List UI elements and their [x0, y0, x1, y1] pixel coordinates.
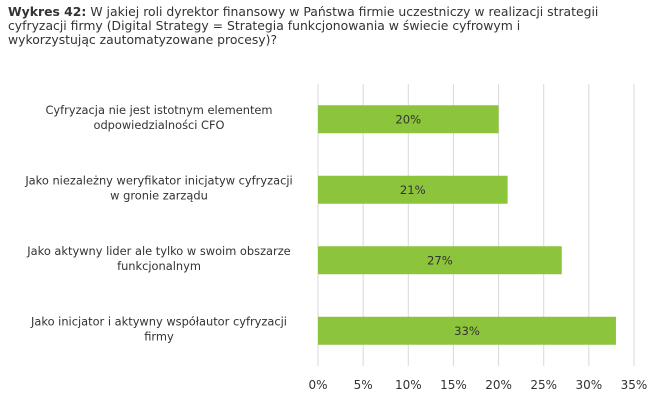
bar [318, 246, 562, 275]
figure-question: W jakiej roli dyrektor finansowy w Państ… [8, 4, 599, 47]
x-tick-label: 15% [440, 378, 467, 392]
x-tick-label: 0% [308, 378, 327, 392]
data-label: 21% [400, 183, 426, 197]
category-label: Jako aktywny lider ale tylko w swoim obs… [26, 244, 290, 258]
data-label: 27% [427, 253, 453, 267]
x-tick-label: 35% [621, 378, 648, 392]
bar [318, 316, 616, 345]
figure-number: Wykres 42: [8, 4, 87, 19]
x-tick-label: 5% [354, 378, 373, 392]
category-label: funkcjonalnym [117, 259, 201, 273]
category-label: w gronie zarządu [110, 188, 208, 202]
category-label: Jako inicjator i aktywny współautor cyfr… [30, 314, 287, 328]
category-label: firmy [144, 329, 174, 343]
category-label: Cyfryzacja nie jest istotnym elementem [45, 103, 272, 117]
x-tick-label: 20% [485, 378, 512, 392]
data-label: 33% [454, 324, 480, 338]
data-label: 20% [395, 112, 421, 126]
category-label: odpowiedzialności CFO [93, 118, 224, 132]
bar [318, 105, 499, 134]
category-label: Jako niezależny weryfikator inicjatyw cy… [24, 173, 292, 187]
chart-title: Wykres 42: W jakiej roli dyrektor finans… [8, 5, 608, 47]
x-tick-label: 25% [530, 378, 557, 392]
bar [318, 175, 508, 204]
x-tick-label: 10% [395, 378, 422, 392]
x-tick-label: 30% [576, 378, 603, 392]
